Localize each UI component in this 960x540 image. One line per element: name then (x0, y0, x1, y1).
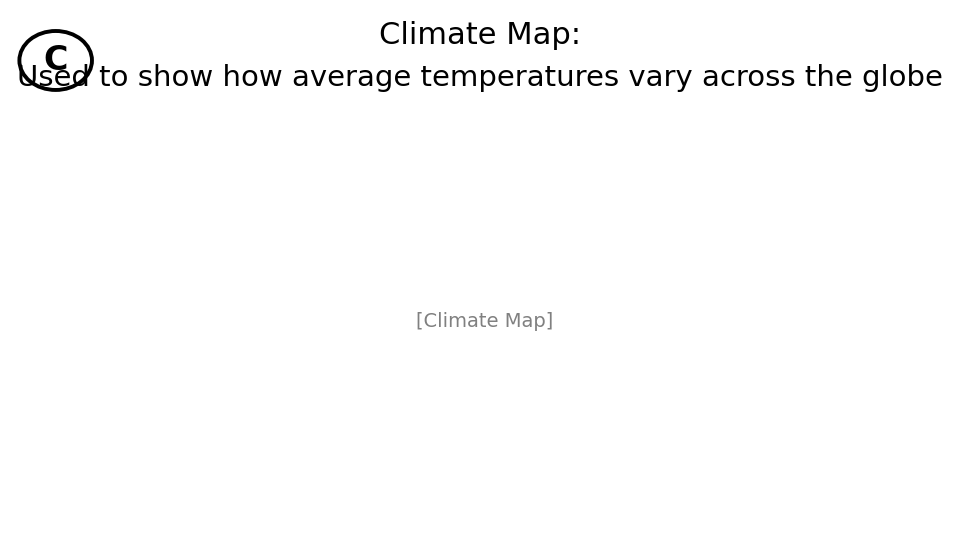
Text: C: C (43, 44, 68, 77)
Text: Climate Map:: Climate Map: (379, 21, 581, 50)
Text: Used to show how average temperatures vary across the globe: Used to show how average temperatures va… (17, 64, 943, 92)
Text: [Climate Map]: [Climate Map] (417, 312, 553, 331)
